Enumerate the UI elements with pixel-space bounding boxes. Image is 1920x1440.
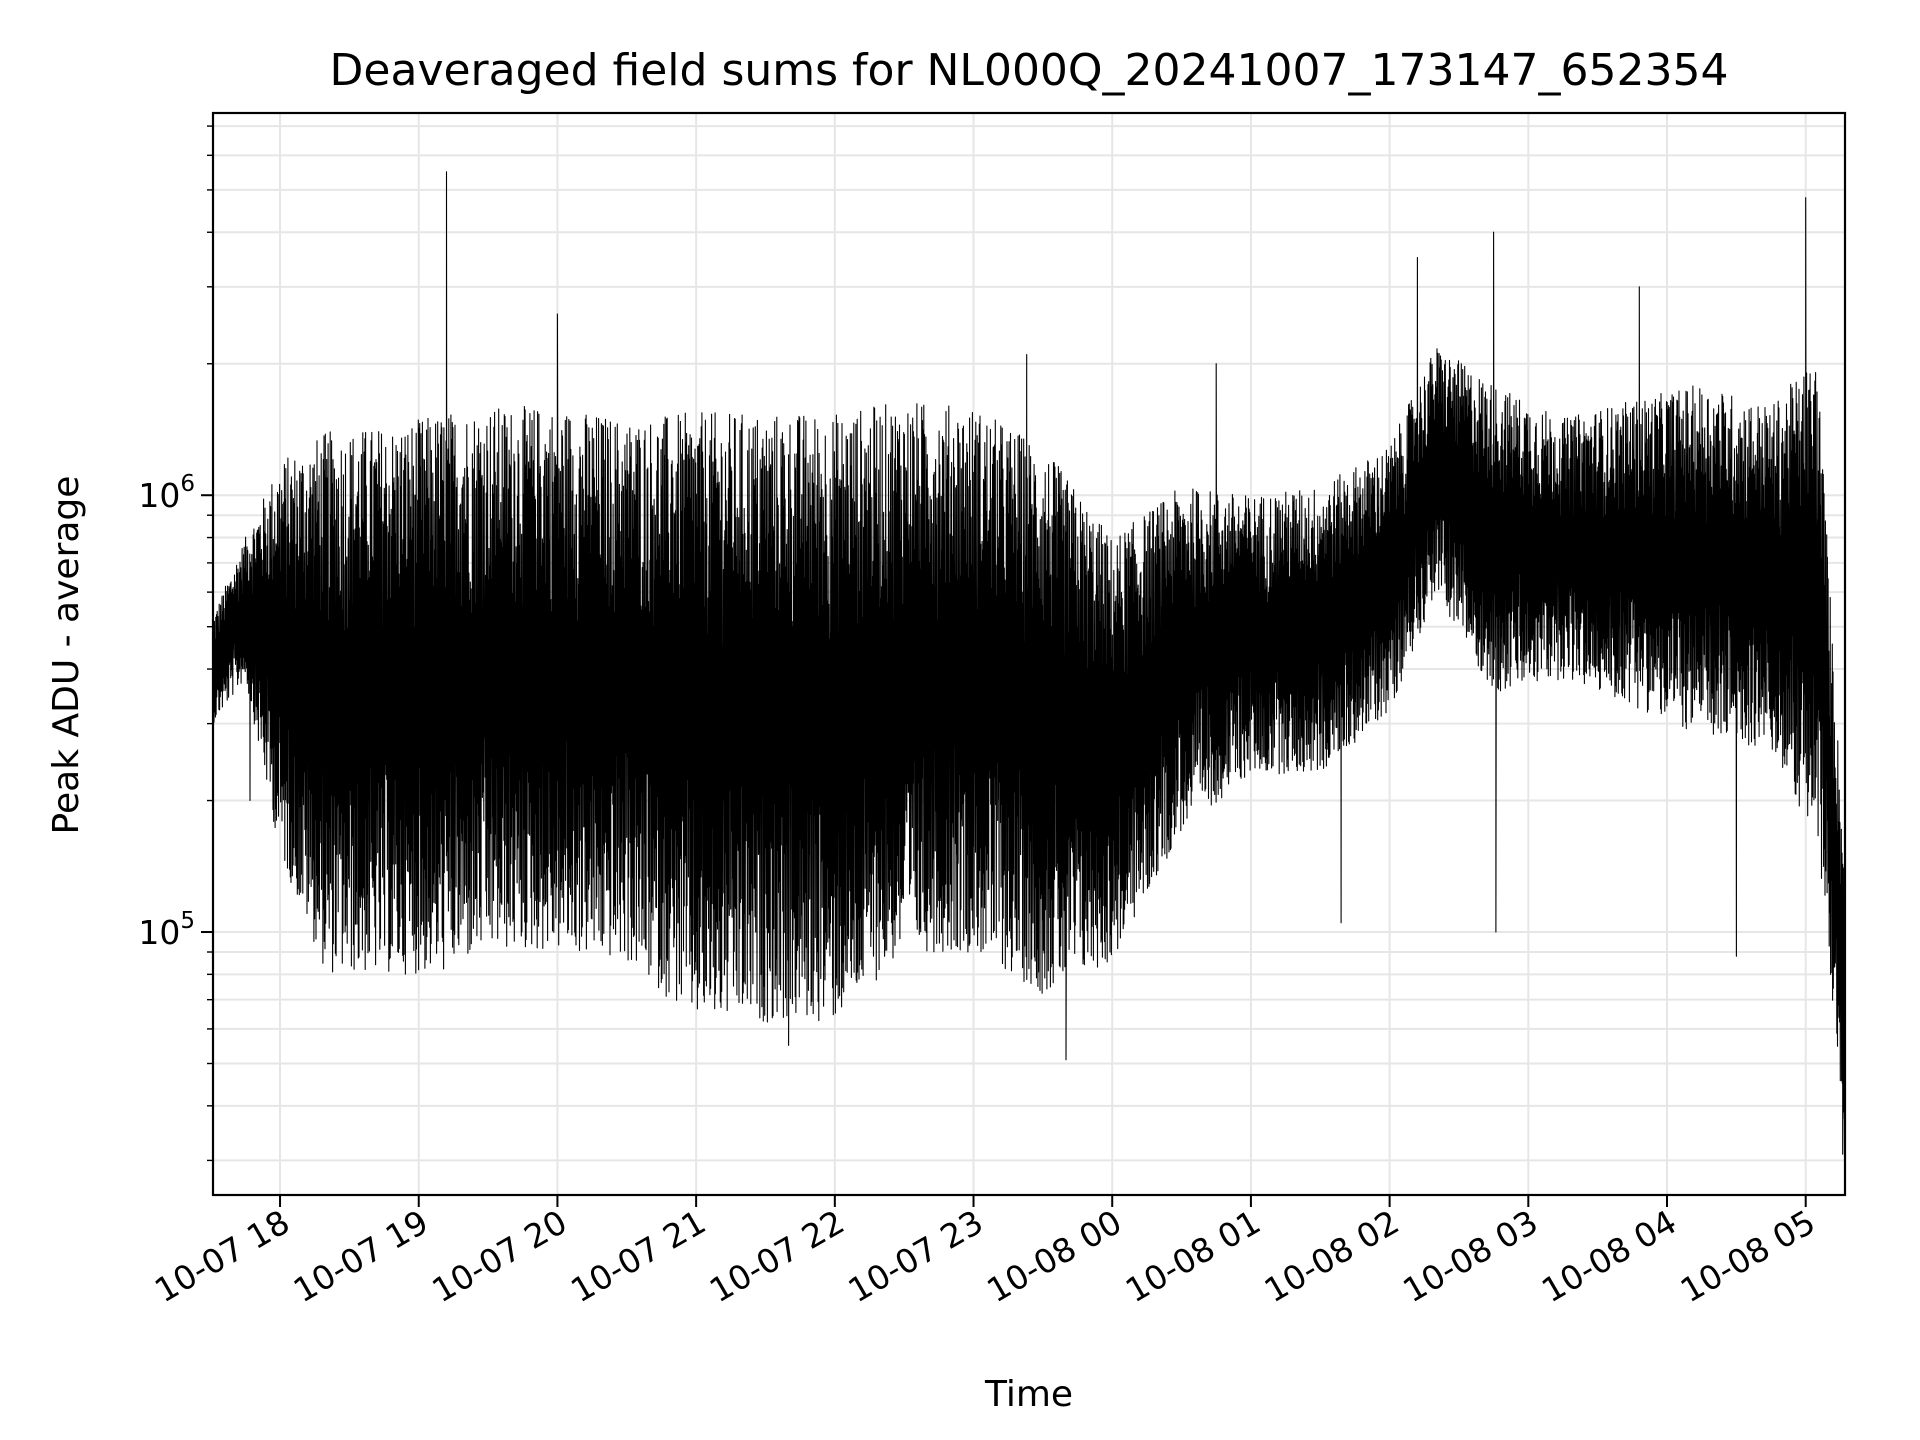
y-tick-label: 106 xyxy=(138,471,195,515)
series-line xyxy=(212,171,1846,1155)
x-axis-label: Time xyxy=(984,1374,1073,1415)
data-series xyxy=(212,171,1846,1155)
plot-frame xyxy=(211,111,1847,1197)
chart-title: Deaveraged field sums for NL000Q_2024100… xyxy=(330,45,1729,96)
y-axis-ticks: 105 106 xyxy=(138,125,213,1162)
y-axis-label: Peak ADU - average xyxy=(46,476,87,835)
y-tick-label: 105 xyxy=(138,908,195,952)
